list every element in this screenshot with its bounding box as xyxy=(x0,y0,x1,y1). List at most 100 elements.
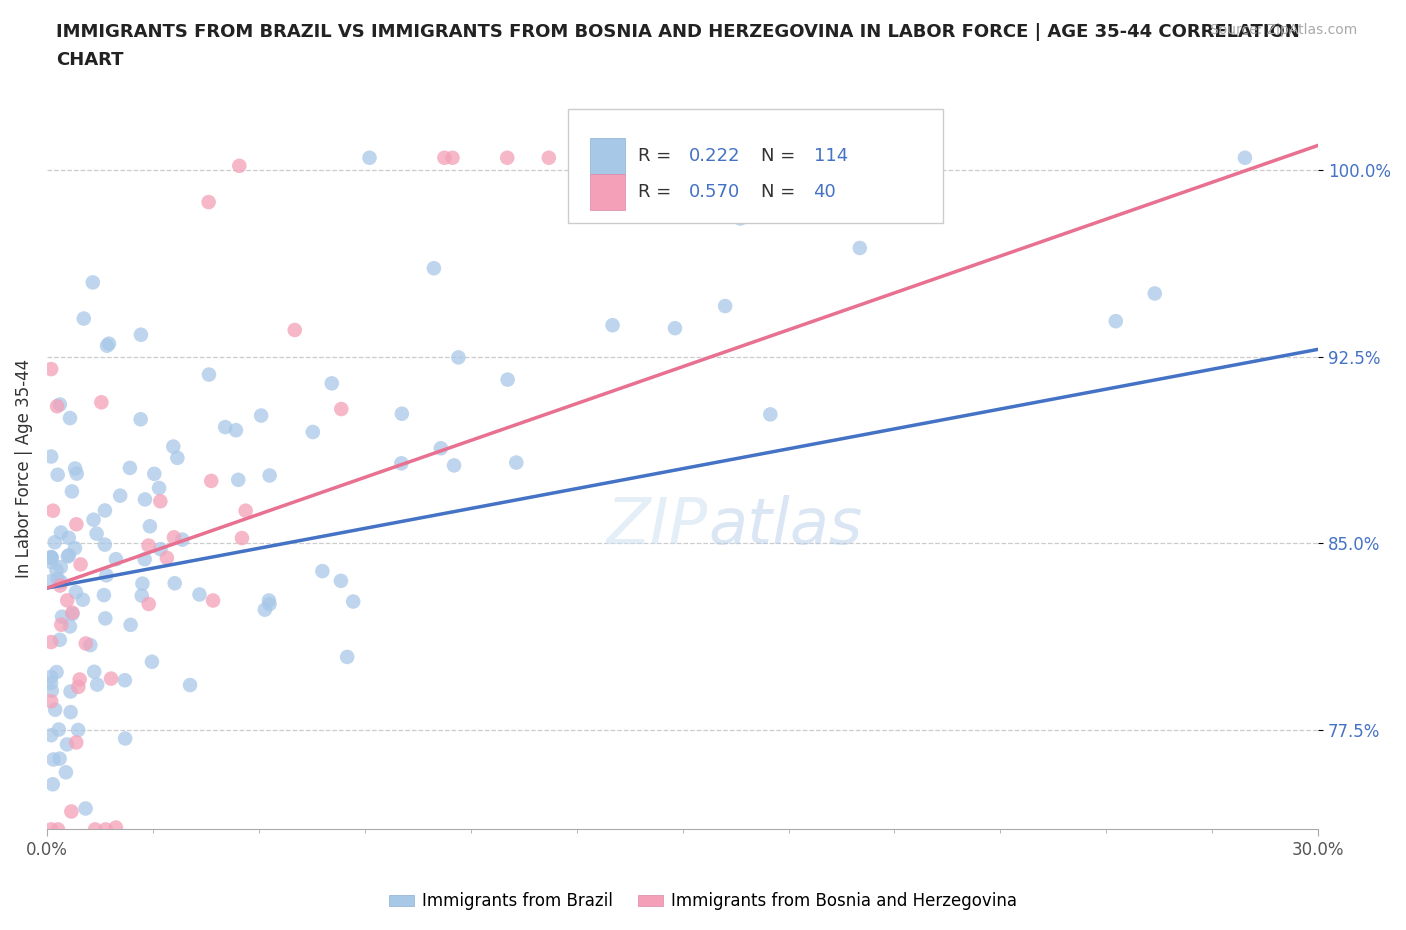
Point xyxy=(336,649,359,664)
Point xyxy=(321,376,343,391)
Point xyxy=(200,473,222,488)
Point xyxy=(114,672,136,687)
Text: N =: N = xyxy=(762,147,801,166)
Point xyxy=(75,636,97,651)
Text: R =: R = xyxy=(638,183,678,202)
Point xyxy=(79,638,101,653)
Point xyxy=(188,587,211,602)
Point xyxy=(163,530,186,545)
Point xyxy=(86,677,108,692)
FancyBboxPatch shape xyxy=(568,110,943,223)
Point xyxy=(730,211,752,226)
Point xyxy=(166,450,188,465)
Point xyxy=(56,549,79,564)
Point xyxy=(86,526,108,541)
Point xyxy=(259,468,281,483)
Point xyxy=(759,407,782,422)
Point xyxy=(84,822,107,837)
Point xyxy=(59,705,82,720)
Point xyxy=(51,609,73,624)
Point xyxy=(49,560,72,575)
Point xyxy=(63,540,86,555)
Point xyxy=(46,467,69,482)
Point xyxy=(250,408,273,423)
Point xyxy=(602,318,624,333)
Point xyxy=(423,260,446,275)
Point xyxy=(60,804,83,819)
Point xyxy=(49,397,72,412)
Point xyxy=(505,455,527,470)
Text: N =: N = xyxy=(762,183,801,202)
Point xyxy=(359,151,381,166)
Point xyxy=(94,503,117,518)
Point xyxy=(302,425,325,440)
Point xyxy=(41,684,63,698)
Point xyxy=(226,472,249,487)
Point xyxy=(311,564,333,578)
Legend: Immigrants from Brazil, Immigrants from Bosnia and Herzegovina: Immigrants from Brazil, Immigrants from … xyxy=(382,885,1024,917)
Point xyxy=(67,723,90,737)
Point xyxy=(97,337,120,352)
Point xyxy=(537,151,560,166)
Text: R =: R = xyxy=(638,147,678,166)
Point xyxy=(39,728,62,743)
Point xyxy=(104,551,127,566)
Point xyxy=(134,551,156,566)
Point xyxy=(104,820,127,835)
Point xyxy=(60,484,83,498)
Point xyxy=(329,574,352,589)
Text: 40: 40 xyxy=(814,183,837,202)
Point xyxy=(51,618,73,632)
Point xyxy=(45,665,67,680)
Point xyxy=(65,585,87,600)
Point xyxy=(62,606,84,621)
Point xyxy=(443,458,465,472)
Point xyxy=(39,551,62,565)
Point xyxy=(94,611,117,626)
Point xyxy=(143,467,166,482)
Point xyxy=(496,372,519,387)
Point xyxy=(73,312,96,326)
Point xyxy=(162,439,184,454)
Point xyxy=(156,551,179,565)
Point xyxy=(202,593,225,608)
Point xyxy=(44,702,66,717)
Point xyxy=(55,764,77,779)
Point xyxy=(714,299,737,313)
Point xyxy=(44,535,66,550)
Point xyxy=(149,494,172,509)
Point xyxy=(259,597,281,612)
Point xyxy=(49,525,72,540)
Point xyxy=(114,731,136,746)
Point xyxy=(129,412,152,427)
Point xyxy=(391,406,413,421)
Point xyxy=(41,551,63,565)
Point xyxy=(60,605,83,620)
Point xyxy=(39,634,62,649)
Point xyxy=(72,592,94,607)
Point xyxy=(94,822,117,837)
Point xyxy=(342,594,364,609)
Text: 0.222: 0.222 xyxy=(689,147,741,166)
Point xyxy=(39,574,62,589)
Point xyxy=(228,158,250,173)
Point xyxy=(253,603,276,618)
Point xyxy=(664,321,686,336)
Point xyxy=(149,542,172,557)
Point xyxy=(69,557,91,572)
Point xyxy=(39,554,62,569)
Point xyxy=(59,684,82,699)
Point xyxy=(100,671,122,686)
Point xyxy=(58,548,80,563)
Point xyxy=(433,151,456,166)
Point xyxy=(96,568,118,583)
Point xyxy=(59,411,82,426)
Point xyxy=(284,323,307,338)
Point xyxy=(447,350,470,365)
Point xyxy=(330,402,353,417)
Point xyxy=(65,517,87,532)
Point xyxy=(39,694,62,709)
Point xyxy=(48,751,70,766)
Point xyxy=(235,503,257,518)
Point xyxy=(75,801,97,816)
